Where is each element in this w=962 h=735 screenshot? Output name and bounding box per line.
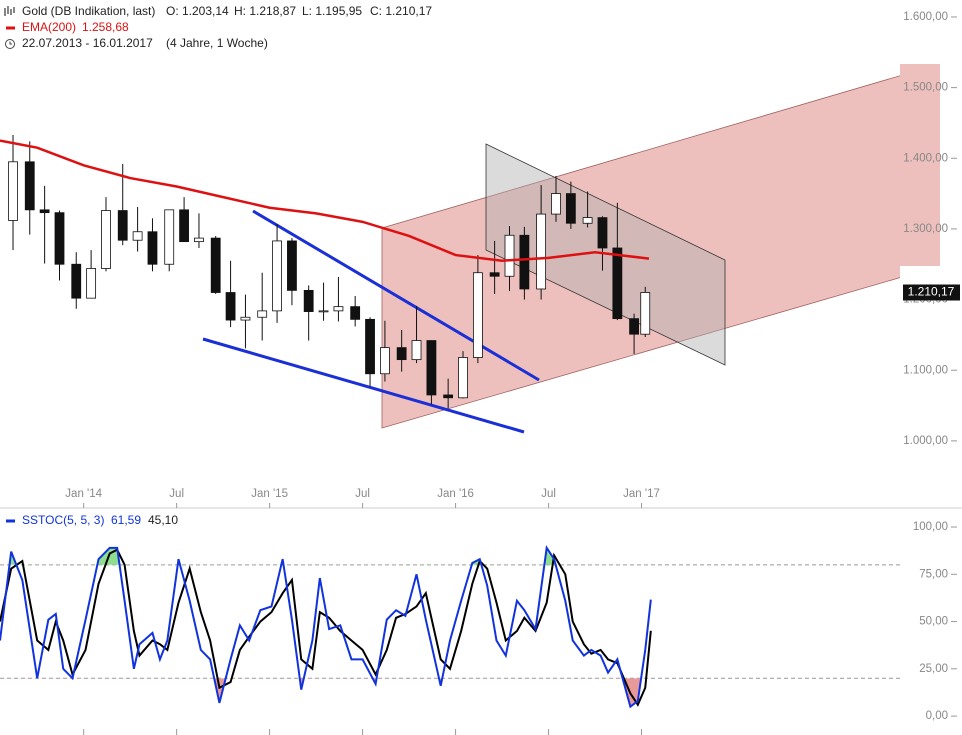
candles [0, 134, 651, 409]
legend-value: 45,10 [148, 513, 178, 527]
candle-body [210, 237, 221, 293]
clock-icon [9, 41, 12, 45]
chart-icon [4, 6, 15, 16]
candle-body [164, 209, 175, 265]
candle-body [426, 340, 437, 396]
trend-line [202, 337, 525, 434]
x-tick-label: Jan '17 [623, 488, 660, 500]
candle-body [71, 263, 82, 299]
x-tick-label: Jul [541, 488, 556, 500]
y-tick-label: 0,00 [926, 710, 948, 722]
candle-body [101, 210, 111, 269]
trend-line [252, 209, 540, 382]
y-tick-label: 1.100,00 [903, 364, 948, 376]
candle-body [365, 318, 375, 375]
candle-body [411, 340, 422, 361]
candle-body [640, 292, 651, 335]
candle-body [132, 231, 143, 241]
channel-extension [900, 64, 940, 266]
candle-body [54, 212, 65, 265]
candle-body [318, 310, 329, 313]
candle-body [582, 217, 593, 224]
y-tick-label: 50,00 [919, 616, 948, 628]
y-tick-label: 1.000,00 [903, 435, 948, 447]
candle-body [333, 306, 344, 312]
header: Gold (DB Indikation, last) O: 1.203,14 H… [4, 4, 432, 527]
y-tick-label: 1.600,00 [903, 11, 948, 23]
x-tick-label: Jan '15 [251, 488, 288, 500]
ohlc-label: O: 1.203,14 [166, 4, 229, 18]
ohlc-label: H: 1.218,87 [234, 4, 296, 18]
drawings [202, 75, 900, 434]
x-tick-label: Jul [355, 488, 370, 500]
candle-body [472, 272, 483, 358]
candle-body [194, 237, 204, 243]
candle-body [8, 161, 18, 221]
candle-body [117, 210, 128, 241]
candle-body [179, 209, 189, 243]
candle-body [443, 394, 454, 399]
ema-line [0, 139, 650, 262]
candle-body [597, 217, 608, 249]
x-tick-label: Jan '16 [437, 488, 474, 500]
x-tick-label: Jul [169, 488, 184, 500]
y-tick-label: 1.400,00 [903, 152, 948, 164]
legend-value: 61,59 [111, 513, 141, 527]
chart-title: Gold (DB Indikation, last) [22, 4, 155, 18]
candle-body [629, 318, 639, 335]
candle-body [489, 272, 500, 277]
candle-body [39, 209, 50, 214]
y-tick-label: 100,00 [913, 521, 948, 533]
candle-body [225, 292, 236, 321]
x-tick-label: Jan '14 [65, 488, 102, 500]
clock-icon [5, 39, 15, 49]
candle-body [350, 306, 361, 320]
candle-body [287, 240, 297, 291]
candle-body [565, 193, 576, 224]
ohlc-label: C: 1.210,17 [370, 4, 432, 18]
candle-body [86, 268, 97, 299]
candle-body [396, 347, 407, 361]
last-price-tag [903, 284, 960, 301]
candle-body [303, 289, 314, 312]
stoch-line [0, 545, 652, 709]
candle-body [257, 310, 268, 318]
candle-body [380, 347, 390, 375]
candle-body [536, 213, 547, 290]
legend-label: SSTOC(5, 5, 3) [22, 513, 104, 527]
candle-body [504, 234, 515, 277]
y-tick-label: 25,00 [919, 663, 948, 675]
candle-body [551, 193, 561, 215]
legend-label: EMA(200) [22, 20, 76, 34]
y-tick-label: 1.300,00 [903, 223, 948, 235]
date-range: 22.07.2013 - 16.01.2017 [22, 36, 153, 50]
candle-body [147, 231, 158, 265]
candle-body [612, 247, 623, 320]
y-tick-label: 1.500,00 [903, 82, 948, 94]
candle-body [458, 357, 468, 399]
ohlc-label: L: 1.195,95 [302, 4, 362, 18]
overbought-zone [0, 547, 651, 565]
candle-body [272, 240, 282, 312]
period: (4 Jahre, 1 Woche) [166, 36, 268, 50]
candle-body [240, 316, 251, 321]
oversold-zone [0, 678, 651, 707]
last-price-label: 1.210,17 [908, 285, 955, 299]
candle-body [519, 234, 530, 290]
candle-body [24, 161, 35, 211]
legend-value: 1.258,68 [82, 20, 129, 34]
stoch-line [0, 548, 652, 707]
y-tick-label: 75,00 [919, 568, 948, 580]
